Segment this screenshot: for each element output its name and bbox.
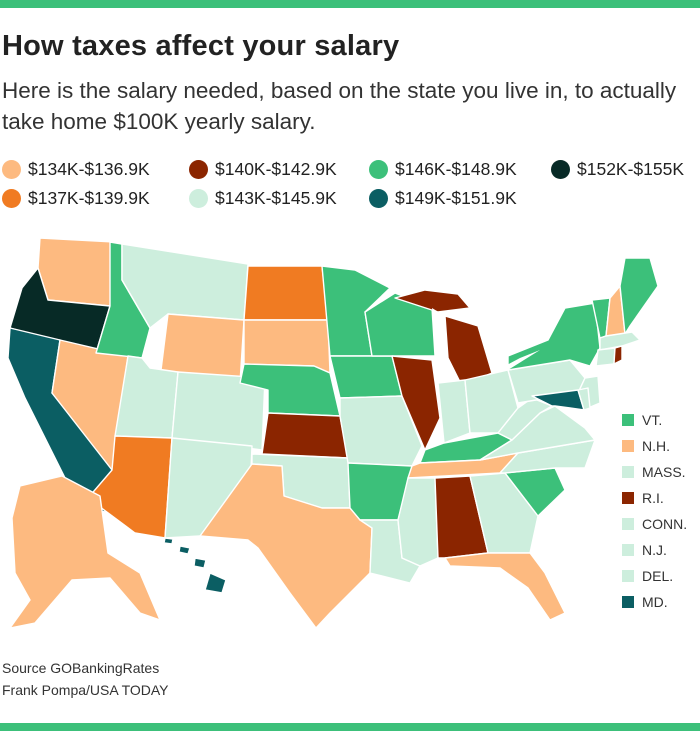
legend-swatch-140: [189, 159, 208, 179]
state-maine: [619, 257, 659, 335]
state-alaska: [9, 475, 161, 629]
key-label-nj: N.J.: [642, 542, 667, 558]
legend-item-140: $140K-$142.9K: [189, 157, 337, 181]
credit-text: Frank Pompa/USA TODAY: [2, 682, 169, 698]
state-georgia: [469, 472, 539, 554]
state-washington: [37, 237, 116, 307]
key-swatch-mass: [622, 466, 634, 478]
key-label-conn: CONN.: [642, 516, 687, 532]
key-label-vt: VT.: [642, 412, 662, 428]
legend-label-146: $146K-$148.9K: [395, 158, 517, 179]
chart-subtitle: Here is the salary needed, based on the …: [2, 78, 677, 134]
key-swatch-ri: [622, 492, 634, 504]
legend-swatch-143: [189, 188, 208, 208]
chart-title: How taxes affect your salary: [2, 30, 400, 62]
state-connecticut: [595, 347, 616, 367]
legend-label-152: $152K-$155K: [577, 158, 685, 179]
state-kansas: [261, 412, 349, 459]
state-hawaii-oahu: [178, 545, 191, 555]
legend-label-143: $143K-$145.9K: [215, 187, 337, 208]
bottom-accent-bar: [0, 723, 700, 731]
state-michigan-upper: [394, 289, 471, 313]
legend-label-140: $140K-$142.9K: [215, 158, 337, 179]
legend-swatch-134: [2, 159, 21, 179]
state-illinois: [391, 355, 441, 451]
key-label-ri: R.I.: [642, 490, 664, 506]
state-wisconsin: [364, 292, 436, 357]
legend-swatch-146: [369, 159, 388, 179]
legend-item-149: $149K-$151.9K: [369, 186, 517, 210]
legend-swatch-137: [2, 188, 21, 208]
key-label-del: DEL.: [642, 568, 673, 584]
lake-erie: [492, 350, 540, 373]
state-delaware: [577, 387, 591, 411]
key-label-mass: MASS.: [642, 464, 686, 480]
key-label-nh: N.H.: [642, 438, 670, 454]
legend-label-134: $134K-$136.9K: [28, 158, 150, 179]
lake-michigan: [432, 308, 448, 358]
state-texas: [199, 463, 373, 629]
key-swatch-md: [622, 596, 634, 608]
key-swatch-nj: [622, 544, 634, 556]
state-hawaii-maui: [193, 557, 207, 569]
key-swatch-vt: [622, 414, 634, 426]
small-state-key: VT. N.H. MASS. R.I. CONN. N.J. DEL. MD.: [622, 412, 687, 610]
state-rhode-island: [613, 345, 623, 365]
top-accent-bar: [0, 0, 700, 8]
color-legend: $134K-$136.9K $140K-$142.9K $146K-$148.9…: [2, 157, 700, 213]
us-salary-map: VT. N.H. MASS. R.I. CONN. N.J. DEL. MD.: [7, 237, 687, 629]
state-florida: [444, 552, 566, 621]
state-iowa: [329, 355, 403, 399]
legend-item-137: $137K-$139.9K: [2, 186, 150, 210]
legend-item-143: $143K-$145.9K: [189, 186, 337, 210]
state-hawaii-big-island: [204, 572, 227, 594]
legend-swatch-152: [551, 159, 570, 179]
state-north-dakota: [243, 265, 329, 321]
legend-swatch-149: [369, 188, 388, 208]
legend-label-137: $137K-$139.9K: [28, 187, 150, 208]
key-swatch-del: [622, 570, 634, 582]
legend-item-146: $146K-$148.9K: [369, 157, 517, 181]
footer: Source GOBankingRates Frank Pompa/USA TO…: [2, 657, 169, 701]
source-text: Source GOBankingRates: [2, 660, 160, 676]
state-hawaii-kauai: [163, 537, 174, 545]
legend-item-152: $152K-$155K: [551, 157, 684, 181]
legend-label-149: $149K-$151.9K: [395, 187, 517, 208]
key-label-md: MD.: [642, 594, 668, 610]
legend-item-134: $134K-$136.9K: [2, 157, 150, 181]
key-swatch-conn: [622, 518, 634, 530]
key-swatch-nh: [622, 440, 634, 452]
